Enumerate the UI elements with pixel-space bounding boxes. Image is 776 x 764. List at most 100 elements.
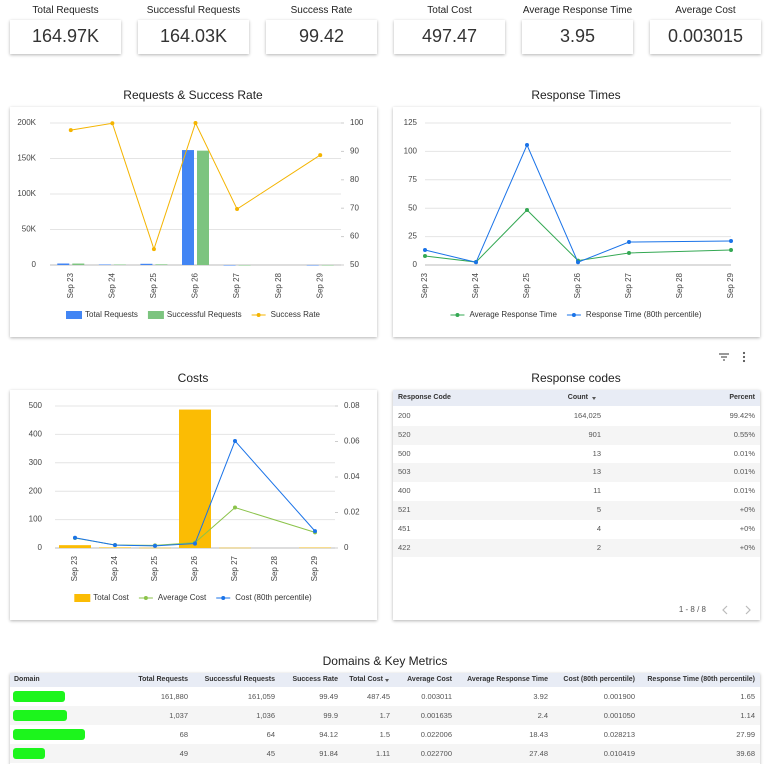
legend: Total Requests Successful Requests Success…	[66, 310, 321, 319]
chart-title: Costs	[178, 371, 209, 385]
table-cell: 0.001635	[420, 711, 452, 720]
y-tick-label: 125	[404, 118, 418, 127]
column-header: Response Time (80th percentile)	[647, 676, 755, 683]
bar	[321, 264, 334, 266]
x-tick-label: Sep 24	[471, 272, 480, 298]
y2-tick-label: 70	[350, 203, 359, 212]
table-row	[393, 501, 760, 520]
bar	[59, 545, 91, 548]
table-cell: 91.84	[319, 749, 338, 758]
table-cell: 0.55%	[733, 429, 755, 439]
point	[151, 247, 156, 252]
y2-tick-label: 0.02	[344, 508, 360, 517]
x-tick-label: Sep 29	[315, 272, 324, 298]
point	[627, 240, 631, 245]
table-row	[10, 744, 760, 763]
legend-swatch	[143, 596, 148, 600]
x-tick-label: Sep 27	[232, 272, 241, 298]
column-header: Total Cost	[349, 676, 383, 683]
y2-tick-label: 100	[350, 118, 364, 127]
next-page[interactable]	[745, 605, 751, 615]
column-header: Average Cost	[407, 676, 452, 683]
table-cell: 487.45	[367, 692, 390, 701]
table-cell: 64	[266, 730, 275, 739]
table-cell: 164,025	[573, 411, 601, 420]
table-cell: 13	[592, 448, 601, 458]
point	[729, 248, 733, 253]
redacted-domain	[13, 691, 65, 702]
domains-table: Domain Total Requests Successful Requests S…	[10, 673, 760, 764]
table-cell: 27.99	[736, 730, 755, 739]
y2-tick-label: 60	[350, 232, 359, 241]
filter-icon[interactable]	[719, 353, 729, 361]
legend-label: Total Requests	[85, 310, 138, 319]
scorecard-value: 0.003015	[650, 20, 761, 54]
table-row	[393, 407, 760, 426]
bar	[219, 547, 251, 549]
point	[318, 153, 323, 158]
point	[68, 128, 73, 133]
table-cell: 0.01%	[733, 486, 755, 496]
point	[193, 121, 198, 125]
table-cell: 99.42%	[729, 411, 755, 420]
legend: Total Cost Average Cost Cost (80th percent…	[74, 593, 312, 602]
legend-swatch	[221, 596, 226, 600]
table-cell: 451	[398, 523, 411, 533]
table-cell: 500	[398, 448, 411, 458]
y-tick-label: 500	[29, 401, 43, 410]
bar	[223, 264, 236, 266]
table-cell: 1.14	[740, 711, 755, 720]
table-cell: 99.49	[319, 692, 338, 701]
x-tick-label: Sep 24	[107, 272, 116, 298]
x-tick-label: Sep 28	[274, 272, 283, 298]
table-row	[393, 463, 760, 483]
table-cell: 27.48	[529, 749, 548, 758]
y-tick-label: 150K	[17, 154, 36, 163]
prev-page[interactable]	[722, 605, 728, 615]
point	[233, 438, 237, 443]
legend-swatch	[256, 313, 261, 317]
scorecard-value: 164.97K	[10, 20, 121, 54]
table-cell: 503	[398, 467, 411, 477]
table-cell: 200	[398, 411, 411, 420]
table-cell: 400	[398, 486, 411, 496]
scorecard-label: Average Cost	[675, 5, 736, 16]
table-cell: 161,880	[160, 692, 188, 701]
table-cell: 45	[266, 749, 275, 758]
sort-arrow	[592, 397, 596, 400]
y2-tick-label: 0	[344, 543, 349, 552]
point	[235, 207, 240, 212]
point	[729, 239, 733, 244]
table-cell: 2.4	[537, 711, 548, 720]
legend-label: Average Cost	[158, 593, 207, 602]
x-tick-label: Sep 27	[230, 555, 239, 581]
point	[313, 529, 317, 534]
table-cell: 521	[398, 505, 411, 514]
table-row	[393, 425, 760, 445]
column-header: Successful Requests	[204, 676, 275, 683]
more-icon[interactable]	[742, 351, 746, 363]
x-tick-label: Sep 23	[70, 555, 79, 581]
table-cell: 99.9	[323, 711, 338, 720]
point	[110, 121, 115, 126]
table-cell: 2	[596, 542, 601, 552]
y-tick-label: 50	[408, 203, 417, 212]
column-header: Count	[567, 394, 588, 401]
legend-swatch	[455, 313, 460, 317]
x-tick-label: Sep 29	[310, 555, 319, 581]
point	[474, 260, 478, 265]
line	[74, 440, 316, 547]
column-header: Percent	[729, 394, 755, 401]
point	[525, 143, 529, 148]
x-tick-label: Sep 23	[66, 272, 75, 298]
legend-label: Cost (80th percentile)	[235, 593, 312, 602]
table-cell: 49	[179, 749, 188, 758]
x-tick-label: Sep 25	[149, 272, 158, 298]
table-cell: 1,036	[256, 711, 275, 720]
table-cell: 3.92	[533, 692, 548, 701]
table-cell: 901	[588, 429, 601, 439]
y-tick-label: 200	[29, 486, 43, 495]
bar	[99, 547, 131, 548]
y-tick-label: 100K	[17, 189, 36, 198]
